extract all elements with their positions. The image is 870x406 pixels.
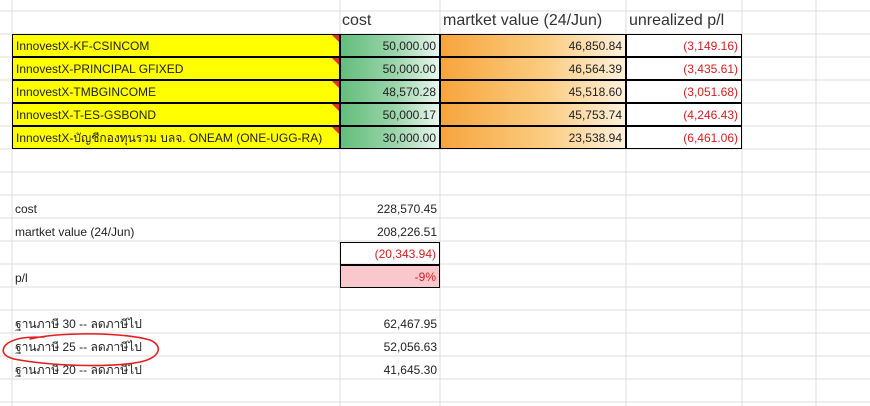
summary-market-value[interactable]: 208,226.51 <box>376 225 437 239</box>
fund-cost-cell[interactable]: 48,570.28 <box>340 80 440 103</box>
fund-name: InnovestX-TMBGINCOME <box>16 85 157 99</box>
tax-base-label[interactable]: ฐานภาษี 25 -- ลดภาษีไป <box>15 340 142 354</box>
fund-pl-cell[interactable]: (3,435.61) <box>626 57 742 80</box>
fund-name-cell[interactable]: InnovestX-บัญชีกองทุนรวม บลจ. ONEAM (ONE… <box>12 126 340 149</box>
fund-pl-cell[interactable]: (6,461.06) <box>626 126 742 149</box>
fund-name: InnovestX-PRINCIPAL GFIXED <box>16 62 184 76</box>
fund-market-value-cell[interactable]: 45,518.60 <box>440 80 626 103</box>
summary-pl-label[interactable]: p/l <box>15 271 28 285</box>
tax-base-label[interactable]: ฐานภาษี 30 -- ลดภาษีไป <box>15 317 142 331</box>
fund-name-cell[interactable]: InnovestX-KF-CSINCOM <box>12 34 340 57</box>
summary-market-value-label[interactable]: martket value (24/Jun) <box>15 225 135 239</box>
fund-cost-cell[interactable]: 50,000.17 <box>340 103 440 126</box>
comment-indicator-icon <box>332 35 339 42</box>
header-unrealized-pl[interactable]: unrealized p/l <box>629 12 725 29</box>
fund-pl-cell[interactable]: (3,149.16) <box>626 34 742 57</box>
fund-market-value-cell[interactable]: 46,850.84 <box>440 34 626 57</box>
fund-market-value-cell[interactable]: 46,564.39 <box>440 57 626 80</box>
header-cost[interactable]: cost <box>342 12 372 29</box>
tax-base-value[interactable]: 62,467.95 <box>383 317 437 331</box>
fund-cost-cell[interactable]: 50,000.00 <box>340 34 440 57</box>
tax-base-value[interactable]: 52,056.63 <box>383 340 437 354</box>
fund-name: InnovestX-T-ES-GSBOND <box>16 108 157 122</box>
summary-cost-label[interactable]: cost <box>15 202 38 216</box>
header-market-value[interactable]: martket value (24/Jun) <box>443 12 603 29</box>
comment-indicator-icon <box>332 58 339 65</box>
tax-base-value[interactable]: 41,645.30 <box>383 363 437 377</box>
fund-pl-cell[interactable]: (3,051.68) <box>626 80 742 103</box>
comment-indicator-icon <box>332 104 339 111</box>
summary-pl-percent[interactable]: -9% <box>340 265 440 288</box>
tax-base-label[interactable]: ฐานภาษี 20 -- ลดภาษีไป <box>15 363 142 377</box>
summary-difference-value[interactable]: (20,343.94) <box>340 242 440 265</box>
comment-indicator-icon <box>332 81 339 88</box>
comment-indicator-icon <box>332 127 339 134</box>
summary-cost-value[interactable]: 228,570.45 <box>376 202 437 216</box>
fund-market-value-cell[interactable]: 23,538.94 <box>440 126 626 149</box>
fund-name: InnovestX-KF-CSINCOM <box>16 39 150 53</box>
annotation-stroke <box>2 333 160 367</box>
fund-name-cell[interactable]: InnovestX-PRINCIPAL GFIXED <box>12 57 340 80</box>
fund-cost-cell[interactable]: 50,000.00 <box>340 57 440 80</box>
fund-name-cell[interactable]: InnovestX-T-ES-GSBOND <box>12 103 340 126</box>
fund-market-value-cell[interactable]: 45,753.74 <box>440 103 626 126</box>
fund-name: InnovestX-บัญชีกองทุนรวม บลจ. ONEAM (ONE… <box>16 131 323 145</box>
fund-pl-cell[interactable]: (4,246.43) <box>626 103 742 126</box>
fund-name-cell[interactable]: InnovestX-TMBGINCOME <box>12 80 340 103</box>
fund-cost-cell[interactable]: 30,000.00 <box>340 126 440 149</box>
